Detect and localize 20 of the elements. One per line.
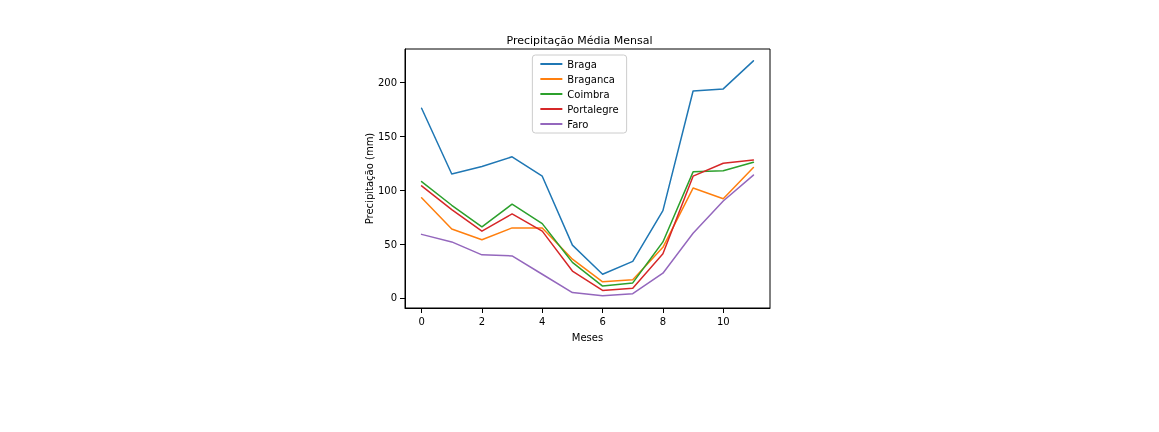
- y-tick-label: 150: [377, 130, 397, 142]
- x-tick-label: 0: [418, 315, 425, 327]
- x-tick-label: 4: [539, 315, 546, 327]
- x-tick-label: 8: [659, 315, 667, 327]
- line-series: [420, 60, 755, 276]
- legend-label: Faro: [567, 118, 589, 130]
- legend-label: Portalegre: [567, 103, 619, 115]
- legend-label: Coimbra: [567, 88, 610, 100]
- y-tick-label: 0: [390, 292, 397, 304]
- chart-title: Precipitação Média Mensal: [506, 34, 653, 47]
- y-axis-title: Precipitação (mm): [363, 132, 375, 225]
- x-tick-label: 10: [716, 315, 730, 327]
- y-tick-label: 100: [377, 184, 397, 196]
- x-tick-label: 2: [478, 315, 486, 327]
- legend-label: Braga: [567, 58, 597, 70]
- x-tick-label: 6: [599, 315, 606, 327]
- y-tick-label: 200: [377, 76, 397, 88]
- legend-label: Braganca: [567, 73, 615, 85]
- x-axis-title: Meses: [571, 331, 604, 343]
- y-tick-label: 50: [384, 238, 397, 250]
